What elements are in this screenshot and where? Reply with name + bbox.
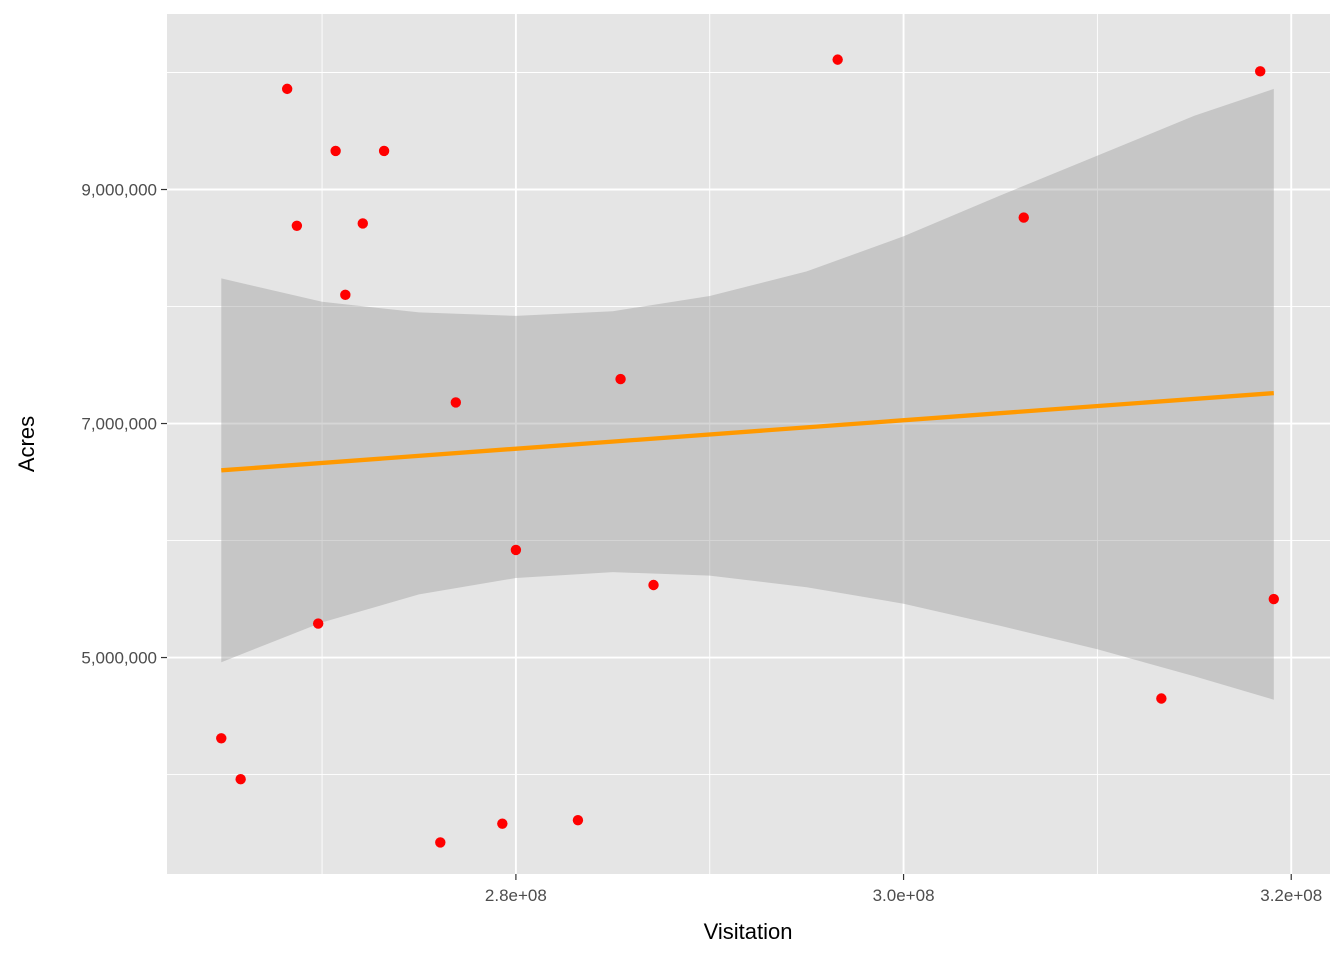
data-point bbox=[510, 544, 522, 556]
data-point bbox=[1255, 66, 1266, 77]
y-axis-title: Acres bbox=[14, 416, 39, 472]
data-point bbox=[291, 220, 303, 231]
data-point bbox=[340, 289, 351, 301]
x-axis-title: Visitation bbox=[704, 919, 793, 944]
data-points bbox=[216, 54, 1279, 848]
data-point bbox=[281, 83, 293, 95]
trend-line bbox=[221, 390, 1274, 473]
x-axis-ticks: 2.8e+08 3.0e+08 3.2e+08 bbox=[485, 874, 1322, 905]
data-point bbox=[832, 54, 843, 65]
data-point bbox=[615, 373, 626, 385]
confidence-band bbox=[221, 88, 1274, 700]
y-tick-label: 5,000,000 bbox=[81, 649, 157, 668]
trend-line-layer bbox=[221, 390, 1274, 473]
data-point bbox=[450, 397, 462, 408]
data-point bbox=[497, 818, 508, 829]
y-tick-label: 9,000,000 bbox=[81, 181, 157, 200]
data-point bbox=[1156, 693, 1167, 704]
data-point bbox=[1018, 212, 1029, 223]
data-point bbox=[648, 579, 659, 591]
x-tick-label: 3.2e+08 bbox=[1260, 886, 1322, 905]
data-point bbox=[312, 618, 324, 629]
x-tick-label: 3.0e+08 bbox=[873, 886, 935, 905]
data-point bbox=[235, 774, 246, 785]
major-gridlines bbox=[167, 14, 1330, 874]
data-point bbox=[357, 218, 368, 229]
data-point bbox=[572, 814, 584, 826]
data-point bbox=[1268, 593, 1279, 605]
x-tick-label: 2.8e+08 bbox=[485, 886, 547, 905]
data-point bbox=[330, 145, 341, 157]
plot-panel bbox=[167, 14, 1330, 874]
minor-gridlines bbox=[167, 14, 1330, 874]
data-point bbox=[435, 837, 446, 848]
y-tick-label: 7,000,000 bbox=[81, 415, 157, 434]
confidence-band-layer bbox=[221, 88, 1274, 700]
y-axis-ticks: 5,000,000 7,000,000 9,000,000 bbox=[81, 181, 167, 668]
data-point bbox=[378, 145, 390, 157]
data-point bbox=[216, 733, 227, 744]
